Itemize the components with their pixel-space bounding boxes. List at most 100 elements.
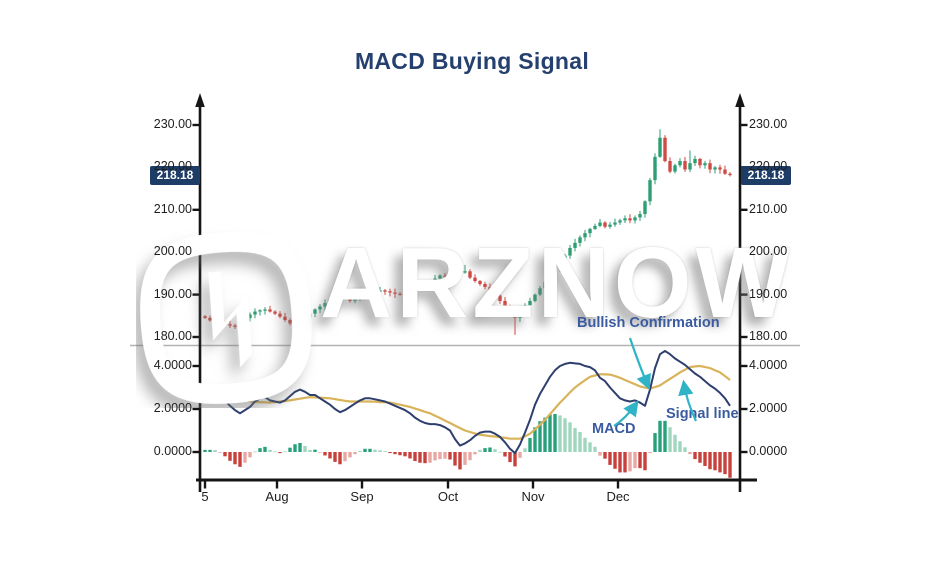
- candle-up: [548, 275, 552, 282]
- histogram-bar: [413, 452, 417, 462]
- histogram-bar: [348, 452, 352, 458]
- candle-up: [363, 294, 367, 297]
- histogram-bar: [278, 452, 282, 454]
- candle-up: [528, 300, 532, 306]
- candle-up: [248, 314, 252, 318]
- candle-down: [683, 161, 687, 170]
- histogram-bar: [703, 452, 707, 466]
- histogram-bar: [653, 433, 657, 452]
- candle-up: [318, 306, 322, 310]
- histogram-bar: [678, 441, 682, 452]
- price-axis-label-right: 220.00: [749, 159, 788, 174]
- histogram-bar: [718, 452, 722, 473]
- histogram-bar: [538, 421, 542, 452]
- histogram-bar: [293, 444, 297, 452]
- histogram-bar: [398, 452, 402, 456]
- histogram-bar: [683, 447, 687, 452]
- candle-up: [428, 281, 432, 284]
- histogram-bar: [518, 452, 522, 458]
- candle-down: [663, 137, 667, 162]
- histogram-bar: [308, 449, 312, 452]
- histogram-bar: [248, 452, 252, 458]
- candle-down: [478, 281, 482, 284]
- candle-up: [418, 286, 422, 289]
- candle-up: [688, 163, 692, 170]
- candle-up: [533, 294, 537, 301]
- histogram-bar: [273, 451, 277, 453]
- histogram-bar: [218, 452, 222, 453]
- macd-axis-label-left: 4.0000: [153, 358, 192, 372]
- histogram-bar: [408, 452, 412, 459]
- candle-down: [233, 325, 237, 327]
- histogram-bar: [258, 448, 262, 452]
- candle-up: [658, 137, 662, 157]
- price-axis-label-left: 180.00: [153, 329, 192, 343]
- histogram-bar: [388, 452, 392, 454]
- histogram-bar: [618, 452, 622, 473]
- histogram-bar: [298, 442, 302, 452]
- candle-down: [488, 286, 492, 291]
- histogram-bar: [393, 452, 397, 455]
- histogram-bar: [478, 449, 482, 452]
- histogram-bar: [483, 448, 487, 452]
- histogram-bar: [648, 452, 652, 454]
- histogram-bar: [428, 452, 432, 463]
- x-axis-label: Dec: [606, 489, 630, 504]
- candle-up: [558, 262, 562, 270]
- candle-up: [373, 291, 377, 293]
- candle-down: [288, 320, 292, 324]
- price-axis-label-right: 230.00: [749, 117, 788, 131]
- macd-axis-label-left: 2.0000: [153, 401, 192, 415]
- candle-up: [313, 309, 317, 314]
- histogram-bar: [353, 452, 357, 455]
- price-axis-label-right: 190.00: [749, 286, 788, 301]
- candle-up: [463, 271, 467, 273]
- candle-up: [413, 288, 417, 291]
- histogram-bar: [253, 451, 257, 453]
- histogram-bar: [303, 445, 307, 452]
- histogram-bar: [498, 451, 502, 453]
- price-axis-label-right: 200.00: [749, 244, 788, 259]
- candle-up: [358, 296, 362, 299]
- histogram-bar: [343, 452, 347, 462]
- last-price-badge-left: 218.18: [150, 166, 200, 185]
- histogram-bar: [548, 414, 552, 452]
- histogram-bar: [323, 452, 327, 456]
- histogram-bar: [568, 422, 572, 452]
- candle-down: [503, 300, 507, 307]
- histogram-bar: [663, 420, 667, 452]
- candle-up: [553, 269, 557, 276]
- candle-down: [283, 316, 287, 321]
- candle-down: [603, 222, 607, 227]
- histogram-bar: [333, 452, 337, 462]
- histogram-bar: [228, 452, 232, 461]
- candle-up: [433, 278, 437, 282]
- histogram-bar: [378, 450, 382, 452]
- candle-down: [348, 292, 352, 301]
- histogram-bar: [433, 452, 437, 461]
- histogram-bar: [418, 452, 422, 463]
- histogram-bar: [443, 452, 447, 459]
- price-axis-label-left: 210.00: [153, 201, 192, 216]
- histogram-bar: [668, 427, 672, 452]
- candle-down: [203, 316, 207, 318]
- watermark-logo-icon: [140, 232, 312, 404]
- candle-down: [493, 290, 497, 296]
- candle-down: [498, 295, 502, 301]
- candle-up: [678, 161, 682, 166]
- histogram-bar: [608, 452, 612, 465]
- candle-up: [673, 165, 677, 172]
- price-axis-label-right: 180.00: [749, 329, 788, 343]
- candle-down: [443, 275, 447, 277]
- histogram-bar: [693, 452, 697, 460]
- candle-up: [583, 233, 587, 238]
- candle-up: [633, 217, 637, 221]
- candle-down: [698, 158, 702, 166]
- candle-down: [398, 293, 402, 296]
- candle-down: [723, 169, 727, 174]
- candle-up: [263, 309, 267, 311]
- histogram-bar: [403, 452, 407, 457]
- candle-down: [388, 291, 392, 293]
